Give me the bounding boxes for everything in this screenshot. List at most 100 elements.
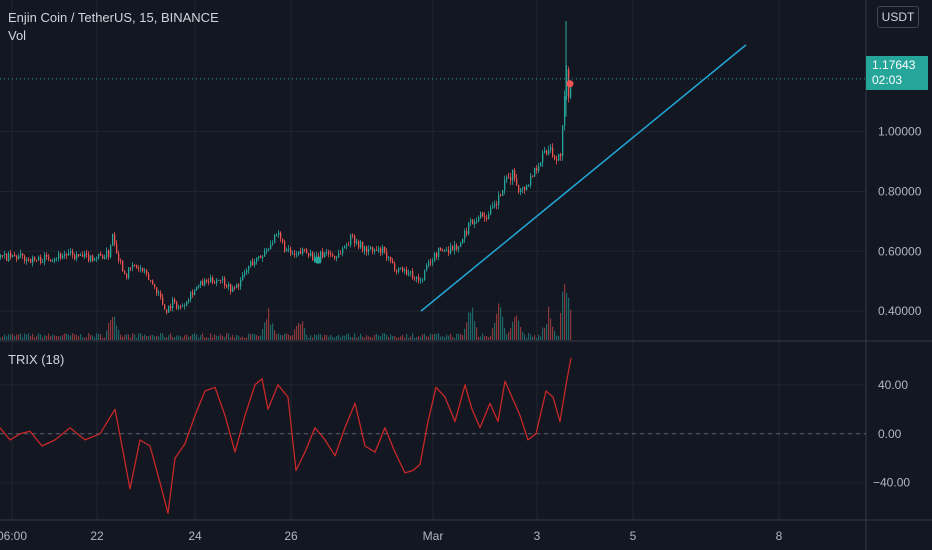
candle-body — [326, 251, 328, 253]
candle-body — [492, 206, 494, 209]
volume-bar — [314, 334, 316, 340]
candle-body — [230, 284, 232, 292]
volume-bar — [156, 335, 158, 340]
volume-bar — [328, 336, 330, 340]
volume-bar — [86, 337, 88, 340]
candle-body — [372, 247, 374, 252]
candle-body — [36, 259, 38, 261]
candle-body — [558, 154, 560, 161]
candle-body — [304, 248, 306, 250]
candle-body — [552, 147, 554, 157]
candle-body — [538, 165, 540, 171]
volume-bar — [94, 337, 96, 340]
volume-bar — [250, 334, 252, 340]
candle-body — [132, 264, 134, 268]
candle-body — [14, 254, 16, 257]
candle-body — [118, 253, 120, 261]
volume-bar — [420, 337, 422, 340]
volume-bar — [96, 333, 98, 340]
candle-body — [562, 125, 564, 157]
candle-body — [272, 243, 274, 245]
candle-body — [506, 176, 508, 180]
candle-body — [10, 253, 12, 258]
candle-body — [498, 195, 500, 206]
volume-bar — [374, 334, 376, 340]
volume-bar — [262, 329, 264, 340]
candle-body — [298, 251, 300, 255]
candle-body — [274, 234, 276, 244]
candle-body — [192, 292, 194, 295]
volume-bar — [484, 336, 486, 340]
candle-body — [450, 246, 452, 254]
candle-body — [500, 195, 502, 197]
candle-body — [52, 260, 54, 262]
volume-bar — [566, 292, 568, 340]
candle-body — [248, 266, 250, 271]
volume-bar — [118, 329, 120, 340]
candle-body — [342, 248, 344, 254]
volume-bar — [58, 336, 60, 340]
candle-body — [222, 278, 224, 281]
volume-bar — [48, 333, 50, 340]
volume-bar — [556, 335, 558, 340]
candle-body — [30, 259, 32, 263]
volume-bar — [368, 336, 370, 340]
candle-body — [338, 253, 340, 258]
candle-body — [142, 267, 144, 272]
volume-bar — [50, 336, 52, 340]
candle-body — [66, 254, 68, 256]
candle-body — [58, 253, 60, 259]
volume-bar — [114, 316, 116, 340]
volume-bar — [246, 337, 248, 340]
volume-bar — [506, 334, 508, 340]
candle-body — [402, 267, 404, 272]
candle-body — [330, 254, 332, 255]
volume-bar — [488, 337, 490, 340]
candle-body — [382, 247, 384, 253]
candle-body — [290, 248, 292, 254]
candle-body — [530, 176, 532, 186]
volume-bar — [476, 327, 478, 340]
currency-button[interactable]: USDT — [877, 6, 919, 28]
volume-bar — [348, 333, 350, 340]
candle-body — [310, 252, 312, 256]
volume-bar — [406, 333, 408, 340]
candle-body — [334, 255, 336, 259]
candle-body — [112, 234, 114, 246]
volume-bar — [466, 322, 468, 340]
candle-body — [146, 270, 148, 274]
volume-bar — [432, 334, 434, 340]
y-tick-label: 0.40000 — [878, 304, 922, 318]
volume-bar — [190, 335, 192, 340]
candle-body — [86, 253, 88, 255]
candle-body — [82, 255, 84, 257]
volume-bar — [62, 334, 64, 340]
volume-bar — [444, 337, 446, 340]
volume-bar — [222, 335, 224, 340]
marker-dot — [314, 256, 322, 264]
candle-body — [168, 306, 170, 313]
candle-body — [400, 267, 402, 269]
candle-body — [486, 217, 488, 220]
volume-bar — [338, 334, 340, 340]
volume-bar — [542, 327, 544, 340]
x-tick-label: 22 — [90, 529, 104, 543]
candle-body — [332, 254, 334, 256]
volume-bar — [322, 337, 324, 340]
volume-bar — [536, 337, 538, 340]
volume-bar — [106, 330, 108, 340]
candle-body — [570, 82, 572, 98]
candle-body — [520, 189, 522, 193]
volume-bar — [270, 324, 272, 340]
volume-bar — [92, 335, 94, 340]
volume-bar — [478, 336, 480, 340]
volume-bar — [414, 337, 416, 340]
candle-body — [164, 304, 166, 310]
candle-body — [252, 261, 254, 266]
candle-body — [436, 252, 438, 257]
volume-bar — [526, 337, 528, 340]
candle-body — [566, 69, 568, 96]
candle-body — [302, 248, 304, 254]
candle-body — [544, 150, 546, 153]
